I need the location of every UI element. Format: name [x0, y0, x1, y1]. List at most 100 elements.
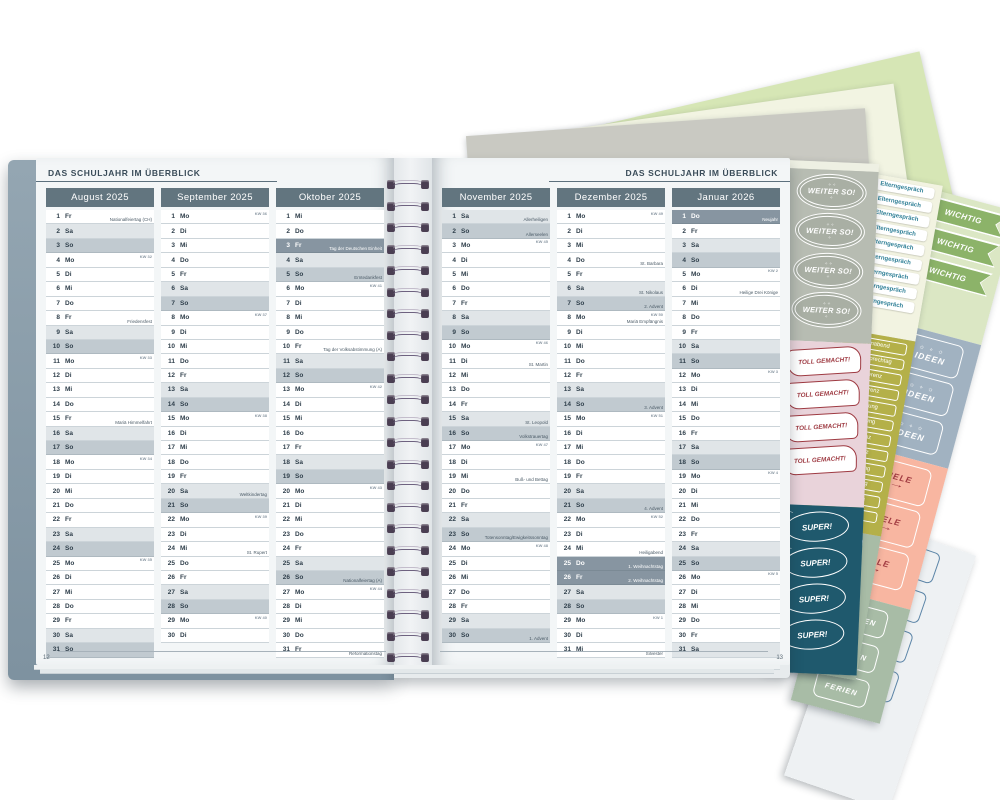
day-row: 23 Sa	[46, 527, 154, 543]
day-row: 13 Mo KW 42	[276, 383, 384, 398]
wire-loop	[386, 352, 430, 361]
day-row: 4 Do	[161, 253, 269, 268]
day-number: 6	[56, 285, 60, 293]
day-number: 5	[286, 270, 290, 278]
day-number: 28	[678, 603, 686, 611]
weekday-label: Mo	[295, 285, 305, 293]
weekday-label: Di	[691, 386, 698, 394]
weekday-label: Mi	[180, 444, 188, 452]
day-number: 6	[171, 285, 175, 293]
day-row: 16 Fr	[672, 426, 780, 441]
weekday-label: Do	[65, 299, 74, 307]
day-number: 20	[448, 487, 456, 495]
weekday-label: So	[65, 646, 74, 654]
weekday-label: Di	[295, 299, 302, 307]
day-number: 3	[567, 242, 571, 250]
day-number: 13	[167, 386, 175, 394]
footer-rule	[440, 651, 768, 652]
weekday-label: Di	[576, 227, 583, 235]
weekday-label: So	[180, 299, 189, 307]
day-number: 19	[448, 473, 456, 481]
day-row: 1 Mo KW 49	[557, 210, 665, 225]
day-number: 9	[171, 328, 175, 336]
day-row: 25 Do	[161, 556, 269, 571]
day-row: 24 Mo KW 48	[442, 542, 550, 557]
day-number: 12	[678, 372, 686, 380]
day-row: 24 Sa	[672, 542, 780, 557]
day-row: 8 Sa	[442, 311, 550, 326]
day-row: 7 Fr	[442, 296, 550, 312]
day-row: 22 Do	[672, 513, 780, 528]
page-title: DAS SCHULJAHR IM ÜBERBLICK	[548, 168, 790, 182]
day-row: 26 Mi	[442, 570, 550, 586]
day-number: 13	[448, 386, 456, 394]
holiday-note: Friedensfest	[127, 318, 152, 324]
wire-loop	[386, 631, 430, 641]
month-title: September 2025	[161, 188, 269, 207]
day-row: 5 Mo KW 2	[672, 267, 780, 283]
day-number: 28	[167, 603, 175, 611]
day-row: 23 Do	[276, 527, 384, 543]
weekday-label: Do	[461, 487, 470, 495]
day-row: 19 So	[276, 469, 384, 485]
weekday-label: Do	[576, 357, 585, 365]
sticker-weiter-so: ✧ ✧ WEITER SO! ✧	[792, 250, 864, 290]
day-number: 19	[52, 473, 60, 481]
day-row: 11 Sa	[276, 354, 384, 369]
month-title: August 2025	[46, 188, 154, 207]
weekday-label: Di	[65, 473, 72, 481]
day-row: 29 Mo KW 40	[161, 614, 269, 629]
wire-loop	[386, 524, 430, 533]
day-number: 20	[678, 487, 686, 495]
day-row: 31 Mi Silvester	[557, 643, 665, 658]
week-number: KW 46	[535, 340, 548, 346]
holiday-note: Nationalfeiertag (CH)	[109, 217, 152, 223]
week-number: KW 43	[369, 484, 382, 490]
month-column-september: September 2025 1 Mo KW 36 2 Di 3 Mi 4 Do 5 Fr 6 Sa 7 So…	[161, 188, 269, 658]
holiday-note: 1. Weihnachtstag	[628, 563, 663, 569]
day-number: 19	[167, 473, 175, 481]
day-number: 17	[448, 444, 456, 452]
weekday-label: Mi	[461, 372, 469, 380]
wire-loop	[386, 201, 430, 211]
day-row: 12 Fr	[557, 368, 665, 384]
week-number: KW 3	[768, 369, 778, 375]
day-number: 31	[282, 646, 290, 654]
weekday-label: Fr	[295, 545, 302, 553]
day-row: 7 So	[161, 296, 269, 312]
day-number: 26	[448, 574, 456, 582]
weekday-label: Sa	[691, 444, 699, 452]
page-number: 12	[43, 655, 50, 661]
week-number: KW 4	[768, 470, 778, 476]
weekday-label: So	[461, 429, 470, 437]
week-number: KW 51	[650, 412, 663, 418]
day-number: 29	[678, 617, 686, 625]
day-row: 3 Mi	[161, 238, 269, 254]
day-number: 2	[56, 227, 60, 235]
weekday-label: Mo	[180, 314, 190, 322]
day-number: 8	[56, 314, 60, 322]
day-row: 22 Fr	[46, 513, 154, 528]
day-row: 7 Di	[276, 296, 384, 312]
wire-loop	[386, 438, 430, 447]
day-row: 30 Fr	[672, 628, 780, 644]
weekday-label: So	[295, 473, 304, 481]
holiday-note: Reformationstag	[348, 650, 382, 656]
holiday-note: Erntedankfest	[354, 275, 382, 281]
planner-book: DAS SCHULJAHR IM ÜBERBLICK August 2025 1 F…	[8, 156, 790, 680]
weekday-label: Mi	[576, 444, 584, 452]
day-number: 18	[167, 458, 175, 466]
weekday-label: Mo	[65, 357, 75, 365]
weekday-label: Mo	[576, 213, 586, 221]
day-row: 18 Sa	[276, 455, 384, 470]
holiday-note: St. Nikolaus	[638, 289, 663, 295]
weekday-label: Fr	[65, 617, 72, 625]
day-row: 13 Di	[672, 383, 780, 398]
weekday-label: Mo	[461, 343, 471, 351]
weekday-label: Di	[65, 270, 72, 278]
day-row: 2 So Allerseelen	[442, 224, 550, 239]
day-row: 1 Do Neujahr	[672, 210, 780, 225]
day-number: 12	[167, 372, 175, 380]
day-number: 20	[167, 487, 175, 495]
day-row: 16 Sa	[46, 426, 154, 441]
